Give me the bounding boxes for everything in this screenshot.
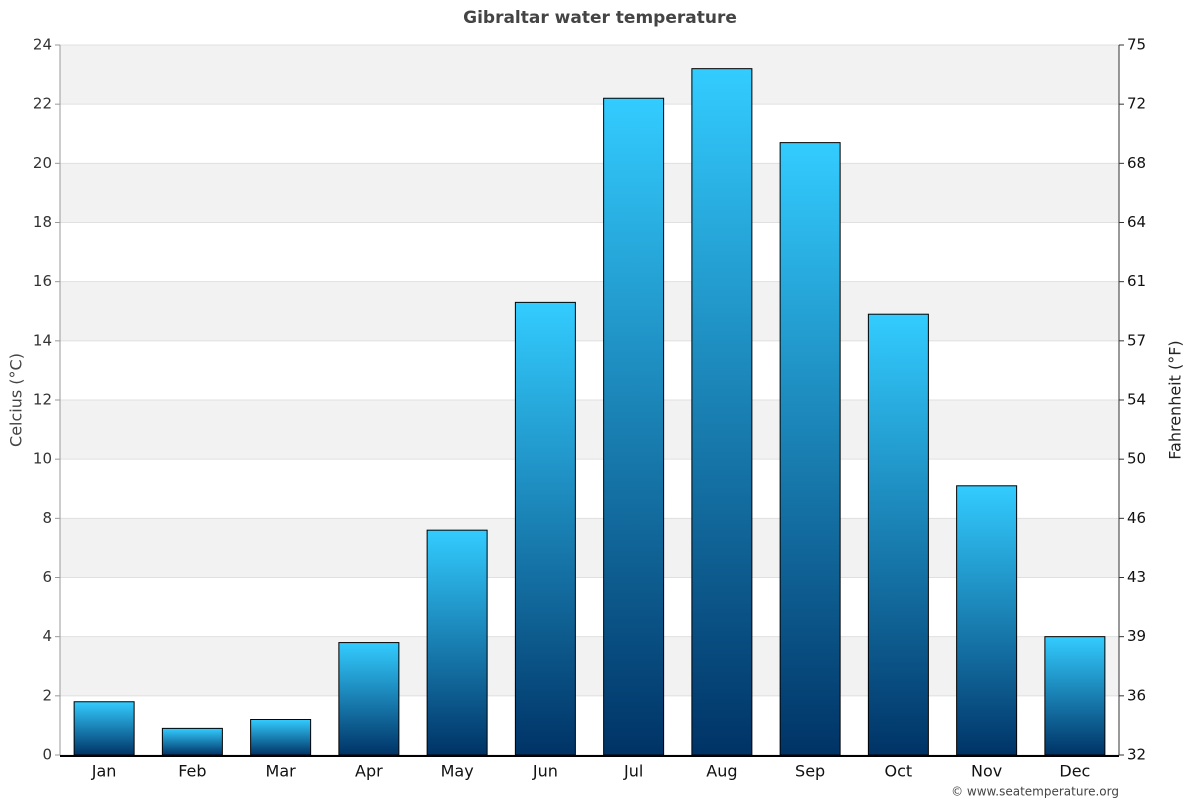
y2-tick-label: 75 — [1127, 36, 1146, 54]
y2-tick-label: 32 — [1127, 746, 1146, 764]
bar — [514, 301, 576, 756]
y2-tick-label: 46 — [1127, 509, 1146, 527]
y-tick-label: 12 — [33, 391, 52, 409]
grid-band — [60, 163, 1119, 223]
plot-bands — [60, 44, 1119, 756]
y-axis-label: Celcius (°C) — [7, 353, 26, 447]
x-tick-label: Jan — [91, 762, 117, 781]
bar — [73, 701, 135, 756]
x-tick-label: Aug — [706, 762, 737, 781]
bar — [161, 727, 223, 756]
grid-band — [60, 281, 1119, 341]
y-tick-label: 0 — [42, 746, 52, 764]
y2-axis-label: Fahrenheit (°F) — [1166, 340, 1185, 459]
x-tick-label: Jun — [532, 762, 558, 781]
y2-tick-label: 61 — [1127, 272, 1146, 290]
x-tick-label: Feb — [178, 762, 206, 781]
x-tick-label: Mar — [266, 762, 297, 781]
x-tick-label: Jul — [623, 762, 643, 781]
y-tick-label: 24 — [33, 36, 52, 54]
y-tick-label: 2 — [42, 686, 52, 704]
bar — [1044, 636, 1106, 756]
grid-band — [60, 636, 1119, 696]
y-tick-label: 20 — [33, 154, 52, 172]
bar — [956, 485, 1018, 756]
x-tick-label: Oct — [885, 762, 913, 781]
bar — [250, 719, 312, 756]
x-tick-label: Nov — [971, 762, 1002, 781]
y-tick-label: 16 — [33, 272, 52, 290]
y2-tick-label: 36 — [1127, 686, 1146, 704]
grid-band — [60, 518, 1119, 578]
y-tick-label: 22 — [33, 95, 52, 113]
bar — [691, 68, 753, 756]
grid-band — [60, 45, 1119, 105]
y2-tick-label: 54 — [1127, 391, 1146, 409]
x-tick-label: May — [441, 762, 474, 781]
bar — [426, 529, 488, 756]
grid-band — [60, 400, 1119, 460]
y2-tick-label: 57 — [1127, 331, 1146, 349]
y2-tick-label: 64 — [1127, 213, 1146, 231]
y2-tick-label: 72 — [1127, 95, 1146, 113]
y2-tick-label: 50 — [1127, 450, 1146, 468]
y2-tick-label: 43 — [1127, 568, 1146, 586]
x-tick-label: Dec — [1059, 762, 1090, 781]
bar — [603, 97, 665, 756]
x-tick-label: Apr — [355, 762, 383, 781]
y-tick-label: 18 — [33, 213, 52, 231]
y-tick-label: 10 — [33, 450, 52, 468]
y2-tick-label: 68 — [1127, 154, 1146, 172]
y-tick-label: 8 — [42, 509, 52, 527]
bar — [779, 142, 841, 756]
y-tick-label: 6 — [42, 568, 52, 586]
x-tick-label: Sep — [795, 762, 825, 781]
credit: © www.seatemperature.org — [951, 785, 1119, 799]
y-tick-label: 4 — [42, 627, 52, 645]
y-tick-label: 14 — [33, 331, 52, 349]
chart-title: Gibraltar water temperature — [463, 8, 737, 28]
bar — [338, 642, 400, 756]
bar — [867, 313, 929, 756]
y2-tick-label: 39 — [1127, 627, 1146, 645]
